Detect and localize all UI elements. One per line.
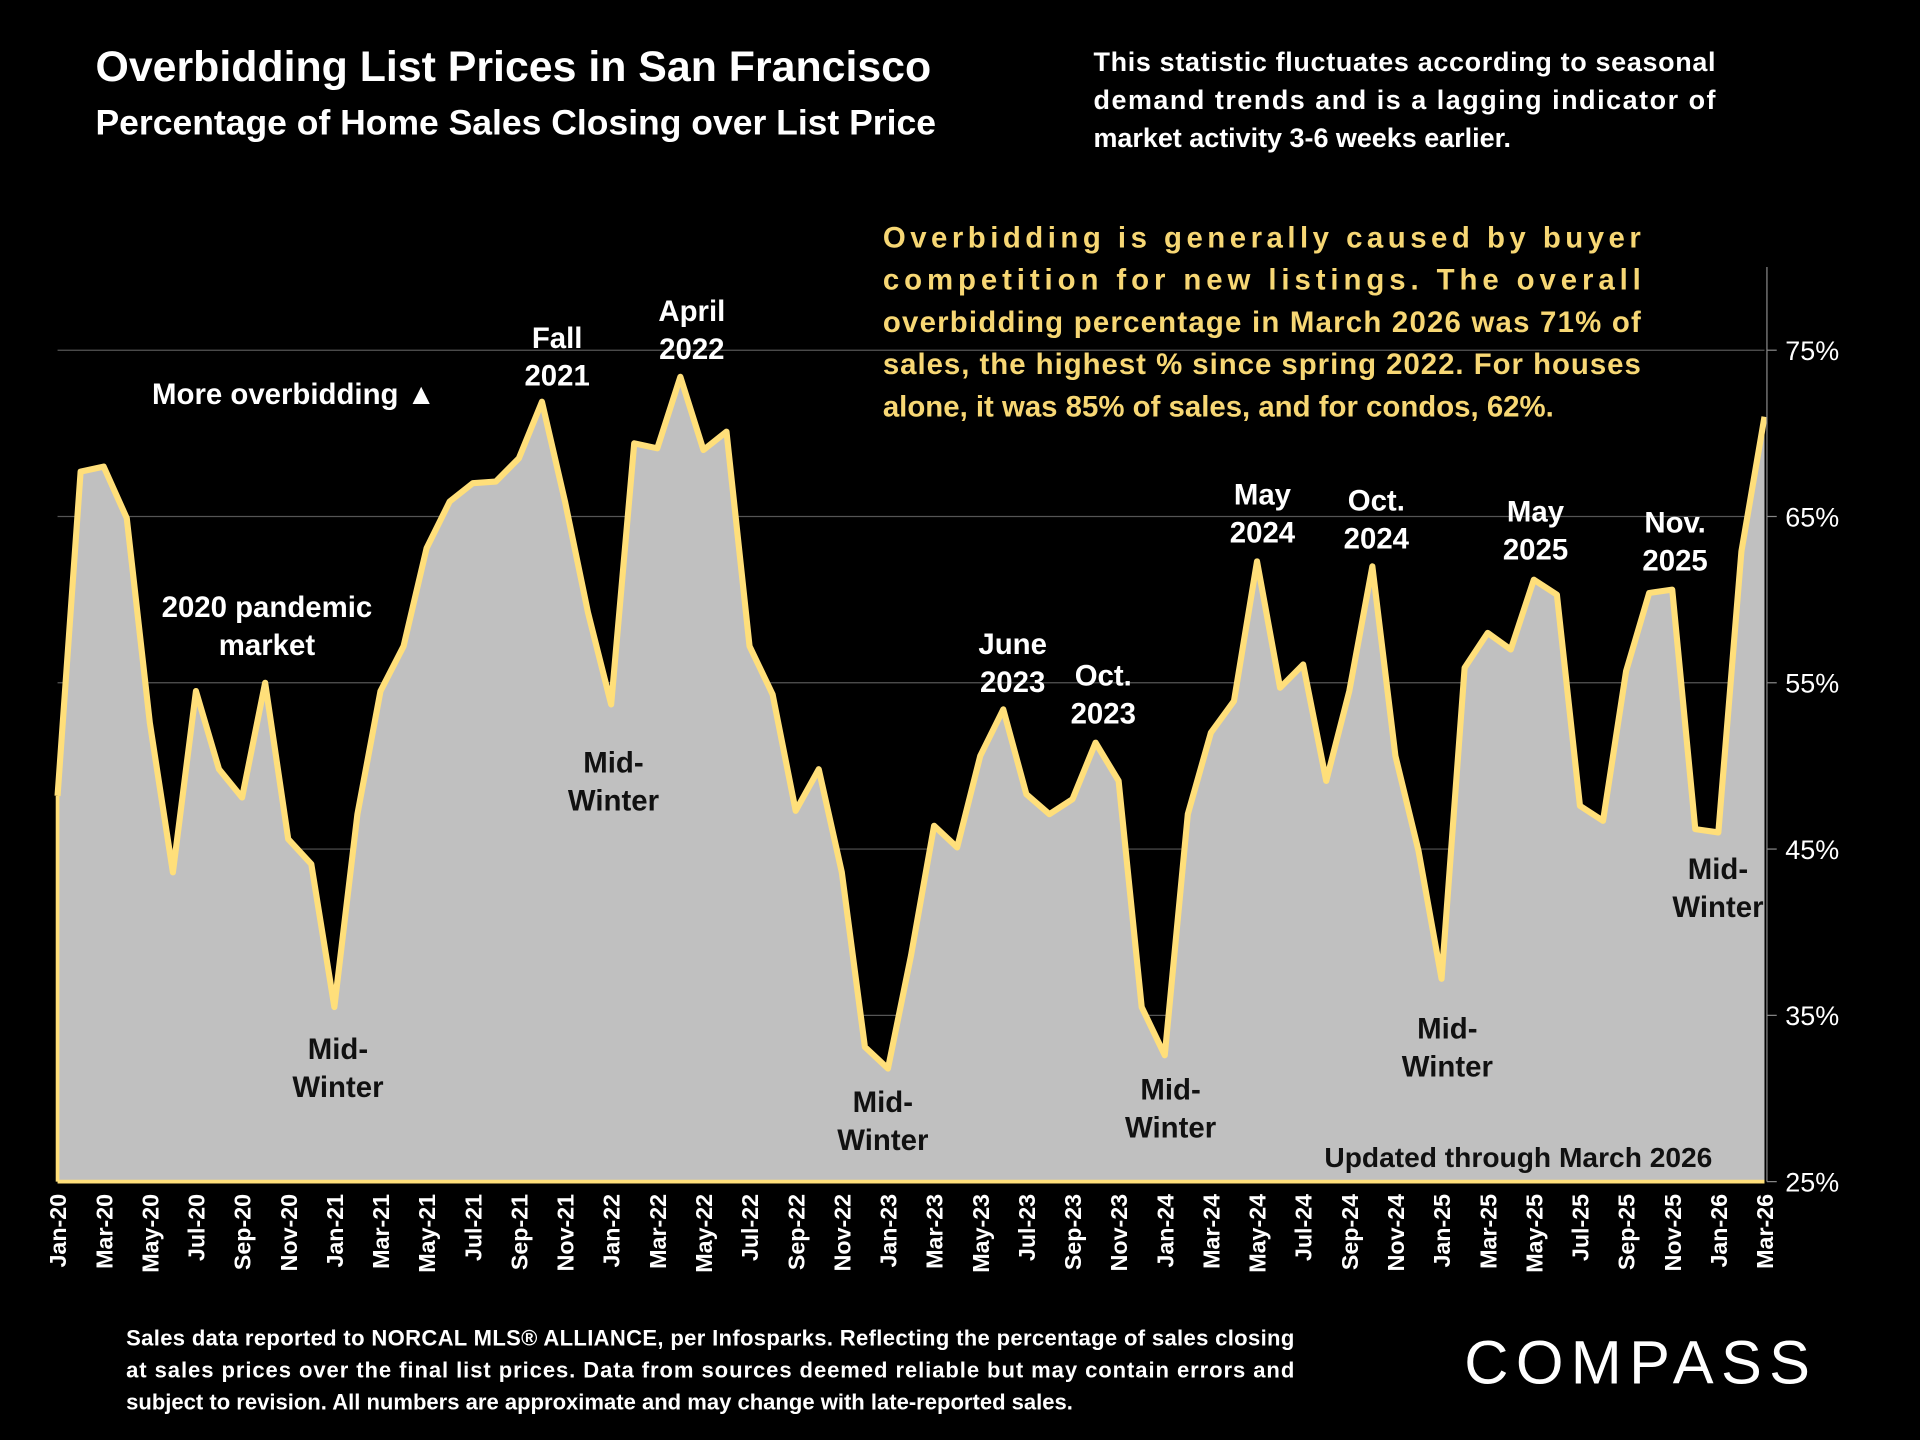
- x-axis: Jan-20 Mar-20 May-20 Jul-20 Sep-20 Nov-20 Jan-…: [45, 1194, 1778, 1273]
- x-tick-label: Nov-23: [1106, 1194, 1132, 1272]
- x-tick-label: Sep-22: [783, 1194, 809, 1270]
- callout-line: overbidding percentage in March 2026 was…: [883, 306, 1641, 339]
- area-fill: [57, 376, 1765, 1182]
- x-tick-label: Nov-21: [553, 1194, 579, 1272]
- x-tick-label: Jan-23: [876, 1194, 902, 1268]
- x-tick-label: Nov-22: [829, 1194, 855, 1272]
- annotation-label: Mid-: [1140, 1074, 1200, 1107]
- annotation-label: Oct.: [1348, 485, 1405, 518]
- x-tick-label: Nov-24: [1383, 1194, 1409, 1272]
- source-line: at sales prices over the final list pric…: [126, 1358, 1294, 1383]
- annotation-label: Nov.: [1644, 507, 1705, 540]
- annotation-label: Winter: [568, 785, 659, 818]
- x-tick-label: Jan-26: [1706, 1194, 1732, 1268]
- x-tick-label: May-21: [414, 1194, 440, 1273]
- x-tick-label: Sep-20: [230, 1194, 256, 1270]
- x-tick-label: Jan-22: [599, 1194, 625, 1268]
- x-tick-label: Sep-21: [506, 1194, 532, 1270]
- annotation-label: 2025: [1642, 545, 1707, 578]
- annotation-label: April: [658, 295, 725, 328]
- note-line: market activity 3-6 weeks earlier.: [1093, 123, 1511, 153]
- annotation-label: Updated through March 2026: [1324, 1142, 1712, 1173]
- x-tick-label: Sep-25: [1614, 1194, 1640, 1270]
- annotation-label: Fall: [532, 322, 583, 355]
- y-tick-label: 65%: [1785, 502, 1839, 532]
- x-tick-label: May-24: [1245, 1194, 1271, 1273]
- annotation-label: Mid-: [1417, 1012, 1477, 1045]
- annotation-label: Mid-: [308, 1033, 368, 1066]
- header-note: This statistic fluctuates according to s…: [1093, 47, 1716, 153]
- x-tick-label: Jan-21: [322, 1194, 348, 1268]
- annotation-label: 2023: [1071, 698, 1136, 731]
- x-tick-label: May-23: [968, 1194, 994, 1273]
- annotation-label: Winter: [1672, 891, 1763, 924]
- x-tick-label: Jul-20: [184, 1194, 210, 1261]
- annotation-label: Winter: [837, 1124, 928, 1157]
- x-tick-label: Mar-26: [1752, 1194, 1778, 1269]
- x-tick-label: Jan-20: [45, 1194, 71, 1268]
- callout-line: competition for new listings. The overal…: [883, 264, 1641, 297]
- annotation-label: 2020 pandemic: [162, 591, 373, 624]
- annotation-label: 2022: [659, 333, 724, 366]
- annotation-label: 2021: [524, 360, 589, 393]
- annotation-label: Mid-: [1688, 853, 1748, 886]
- annotation-label: 2024: [1230, 516, 1296, 549]
- x-tick-label: Mar-23: [922, 1194, 948, 1269]
- annotation-label: June: [978, 628, 1047, 661]
- annotation-label: 2025: [1503, 534, 1568, 567]
- callout-line: sales, the highest % since spring 2022. …: [883, 348, 1641, 381]
- x-tick-label: Jul-21: [460, 1194, 486, 1261]
- y-tick-label: 75%: [1785, 336, 1839, 366]
- x-tick-label: Sep-24: [1337, 1194, 1363, 1270]
- callout-line: alone, it was 85% of sales, and for cond…: [883, 390, 1554, 423]
- annotation-label: Oct.: [1075, 660, 1132, 693]
- chart-title: Overbidding List Prices in San Francisco: [96, 43, 932, 91]
- annotation-label: Winter: [1125, 1112, 1216, 1145]
- x-tick-label: Nov-20: [276, 1194, 302, 1272]
- x-tick-label: Mar-25: [1475, 1194, 1501, 1269]
- annotation-label: Winter: [292, 1071, 383, 1104]
- source-line: subject to revision. All numbers are app…: [126, 1389, 1073, 1414]
- x-tick-label: May-20: [137, 1194, 163, 1273]
- y-tick-label: 25%: [1785, 1167, 1839, 1197]
- x-tick-label: Jan-25: [1429, 1194, 1455, 1268]
- x-tick-label: Mar-22: [645, 1194, 671, 1269]
- annotation-label: Winter: [1402, 1050, 1493, 1083]
- note-line: This statistic fluctuates according to s…: [1093, 47, 1715, 77]
- chart-subtitle: Percentage of Home Sales Closing over Li…: [96, 103, 936, 143]
- y-tick-label: 55%: [1785, 669, 1839, 699]
- annotation-label: Mid-: [583, 747, 643, 780]
- x-tick-label: Jul-24: [1291, 1194, 1317, 1261]
- x-tick-label: Mar-20: [91, 1194, 117, 1269]
- y-axis: 25% 35% 45% 55% 65% 75%: [1766, 266, 1839, 1197]
- callout-text: Overbidding is generally caused by buyer…: [883, 221, 1641, 423]
- annotation-label: Mid-: [853, 1086, 913, 1119]
- x-tick-label: Nov-25: [1660, 1194, 1686, 1272]
- annotations: More overbidding ▲ 2020 pandemic market Mid…: [152, 295, 1763, 1173]
- annotation-label: 2024: [1344, 523, 1410, 556]
- x-tick-label: May-22: [691, 1194, 717, 1273]
- y-tick-label: 35%: [1785, 1001, 1839, 1031]
- callout-line: Overbidding is generally caused by buyer: [883, 221, 1641, 254]
- x-tick-label: Jul-22: [737, 1194, 763, 1261]
- x-tick-label: Jan-24: [1152, 1194, 1178, 1268]
- data-area: [54, 373, 1768, 1184]
- source-footnote: Sales data reported to NORCAL MLS® ALLIA…: [126, 1326, 1294, 1415]
- annotation-label: May: [1234, 478, 1292, 511]
- annotation-label: 2023: [980, 666, 1045, 699]
- source-line: Sales data reported to NORCAL MLS® ALLIA…: [126, 1326, 1294, 1351]
- annotation-label: May: [1507, 496, 1565, 529]
- x-tick-label: Sep-23: [1060, 1194, 1086, 1270]
- y-tick-label: 45%: [1785, 835, 1839, 865]
- x-tick-label: Mar-21: [368, 1194, 394, 1269]
- x-tick-label: Mar-24: [1198, 1194, 1224, 1269]
- note-line: demand trends and is a lagging indicator…: [1093, 85, 1716, 115]
- x-tick-label: May-25: [1521, 1194, 1547, 1273]
- x-tick-label: Jul-25: [1568, 1194, 1594, 1261]
- x-tick-label: Jul-23: [1014, 1194, 1040, 1261]
- annotation-label: More overbidding ▲: [152, 378, 436, 411]
- annotation-label: market: [219, 629, 316, 662]
- compass-logo: COMPASS: [1464, 1329, 1817, 1397]
